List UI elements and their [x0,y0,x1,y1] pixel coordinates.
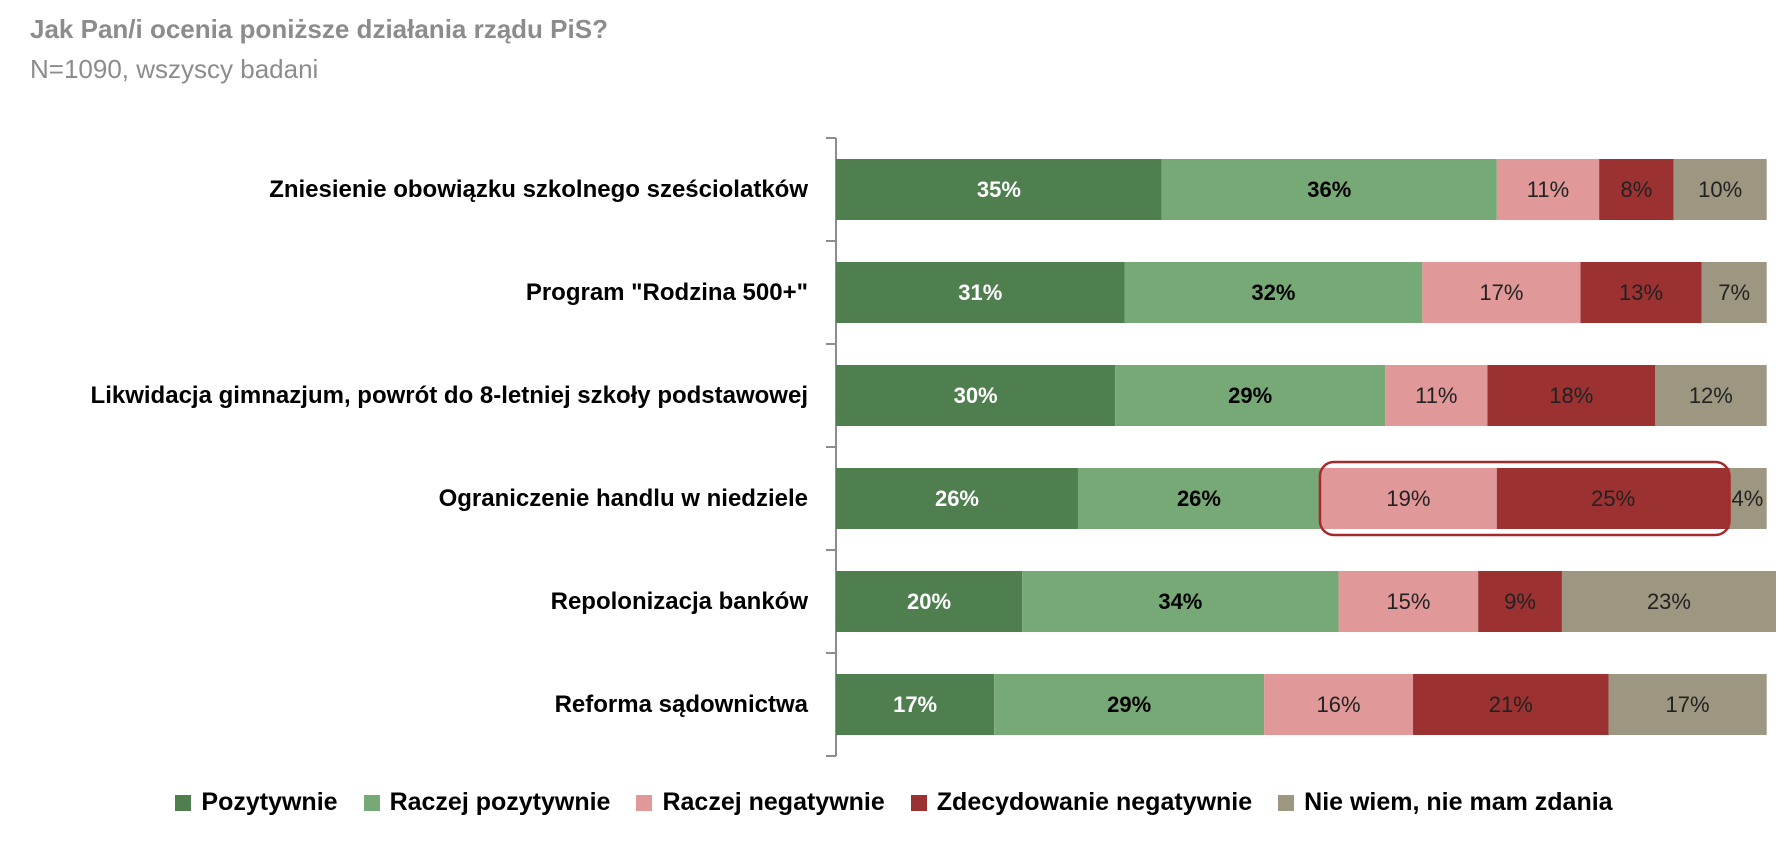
bar-segment [1319,468,1497,529]
bar-segment [1599,159,1674,220]
data-label: 30% [954,383,998,408]
data-label: 13% [1619,280,1663,305]
data-label: 12% [1689,383,1733,408]
data-label: 16% [1317,692,1361,717]
bar-segment [1422,262,1581,323]
data-label: 7% [1718,280,1750,305]
data-label: 36% [1307,177,1351,202]
data-label: 26% [935,486,979,511]
data-label: 29% [1228,383,1272,408]
data-label: 21% [1489,692,1533,717]
data-label: 34% [1158,589,1202,614]
data-label: 9% [1504,589,1536,614]
bar-segment [1022,571,1339,632]
data-label: 15% [1386,589,1430,614]
stacked-bar-chart: Zniesienie obowiązku szkolnego sześciola… [91,137,1776,757]
bar-segment [1161,159,1497,220]
legend-swatch [636,794,653,811]
legend-swatch [1278,794,1295,811]
legend-label: Nie wiem, nie mam zdania [1304,788,1613,816]
bar-segment [994,674,1265,735]
data-label: 20% [907,589,951,614]
chart-title: Jak Pan/i ocenia poniższe działania rząd… [30,14,608,44]
data-label: 26% [1177,486,1221,511]
bar-segment [1413,674,1609,735]
data-label: 17% [893,692,937,717]
data-label: 8% [1620,177,1652,202]
legend-item: Nie wiem, nie mam zdania [1278,788,1613,817]
bar-segment [1673,159,1767,220]
category-label: Repolonizacja banków [551,588,809,615]
data-label: 4% [1731,486,1763,511]
category-label: Reforma sądownictwa [555,691,809,718]
bar-segment [1264,674,1414,735]
legend-item: Zdecydowanie negatywnie [910,788,1253,817]
data-label: 31% [958,280,1002,305]
data-label: 19% [1386,486,1430,511]
bar-segment [1338,571,1479,632]
highlight-box [1318,460,1731,537]
bar-segment [836,468,1078,529]
bar-segment [836,365,1116,426]
bar-segment [836,674,995,735]
data-label: 17% [1479,280,1523,305]
bar-segment [1385,365,1488,426]
bar-segment [1655,365,1767,426]
data-label: 18% [1549,383,1593,408]
chart-legend: Pozytywnie Raczej pozytywnie Raczej negaty… [0,788,1788,817]
legend-label: Raczej pozytywnie [389,788,611,816]
bar-segment [1561,571,1776,632]
legend-label: Raczej negatywnie [662,788,885,816]
bar-segment [1077,468,1320,529]
data-label: 23% [1647,589,1691,614]
bar-segment [836,571,1023,632]
data-label: 25% [1591,486,1635,511]
bar-segment [1496,159,1600,220]
legend-swatch [910,794,927,811]
data-label: 17% [1666,692,1710,717]
category-label: Zniesienie obowiązku szkolnego sześciola… [269,176,808,203]
data-label: 11% [1527,177,1569,202]
chart-subtitle: N=1090, wszyscy badani [30,54,319,84]
legend-swatch [363,794,380,811]
category-label: Program "Rodzina 500+" [526,279,808,306]
legend-label: Zdecydowanie negatywnie [936,788,1253,816]
legend-item: Raczej negatywnie [636,788,885,817]
data-label: 35% [977,177,1021,202]
legend-item: Pozytywnie [175,788,338,817]
legend-label: Pozytywnie [201,788,338,816]
bar-segment [1608,674,1767,735]
bar-segment [1124,262,1423,323]
bar-segment [1580,262,1702,323]
data-label: 10% [1698,177,1742,202]
bar-segment [1115,365,1386,426]
bar-segment [836,262,1125,323]
data-label: 11% [1415,383,1457,408]
legend-swatch [175,794,192,811]
bar-segment [1729,468,1767,529]
bar-segment [1478,571,1562,632]
bar-segment [1701,262,1767,323]
data-label: 32% [1251,280,1295,305]
category-label: Likwidacja gimnazjum, powrót do 8-letnie… [91,382,808,409]
bar-segment [1496,468,1730,529]
bar-segment [836,159,1162,220]
category-label: Ograniczenie handlu w niedziele [439,485,808,512]
data-label: 29% [1107,692,1151,717]
bar-segment [1487,365,1656,426]
legend-item: Raczej pozytywnie [363,788,611,817]
